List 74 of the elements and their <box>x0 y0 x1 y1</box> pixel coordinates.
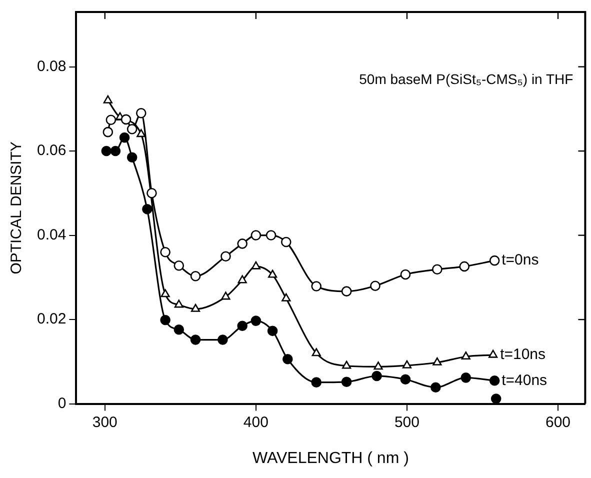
point <box>490 394 502 404</box>
point <box>110 146 121 156</box>
point <box>136 129 146 138</box>
x-tick-label: 500 <box>394 414 420 431</box>
series-label: t=0ns <box>502 252 539 269</box>
y-tick-label: 0.08 <box>36 58 66 75</box>
point <box>160 289 170 298</box>
point <box>146 188 157 198</box>
point <box>103 95 112 104</box>
point <box>489 255 500 266</box>
point <box>160 314 170 326</box>
point <box>237 320 248 332</box>
point <box>126 152 138 162</box>
point <box>237 238 248 249</box>
point <box>312 348 321 356</box>
point <box>218 334 228 345</box>
y-tick-label: 0.02 <box>36 310 66 328</box>
point <box>400 374 411 385</box>
point <box>341 286 352 296</box>
point <box>372 370 382 382</box>
point <box>220 251 231 262</box>
point <box>341 376 352 388</box>
point <box>251 261 260 270</box>
point <box>174 260 184 271</box>
x-tick-label: 400 <box>243 414 268 431</box>
y-tick-label: 0.04 <box>36 226 66 244</box>
point <box>430 382 441 393</box>
point <box>432 357 442 366</box>
point <box>142 204 152 214</box>
point <box>342 360 352 369</box>
point <box>432 264 442 275</box>
annotation: 50m baseM P(SiSt₅-CMS₅) in THF <box>359 70 574 87</box>
point <box>221 292 230 300</box>
series-label: t=40ns <box>502 372 548 389</box>
point <box>282 293 291 302</box>
point <box>174 324 184 335</box>
point <box>250 316 262 326</box>
point <box>460 372 472 383</box>
point <box>488 350 498 358</box>
point <box>266 230 276 240</box>
point <box>106 114 116 125</box>
point <box>136 108 146 118</box>
series-label: t=10ns <box>500 346 546 364</box>
point <box>238 275 247 284</box>
x-tick-label: 300 <box>92 414 118 431</box>
point <box>190 271 201 282</box>
point <box>489 375 500 386</box>
point <box>400 269 411 280</box>
point <box>126 124 138 134</box>
point <box>160 246 170 258</box>
point <box>370 280 380 291</box>
y-axis-title: OPTICAL DENSITY <box>8 141 26 274</box>
point <box>374 362 383 370</box>
point <box>280 236 292 248</box>
point <box>311 377 322 388</box>
point <box>267 326 278 336</box>
point <box>459 261 470 272</box>
point <box>268 270 278 278</box>
point <box>120 114 132 125</box>
point <box>282 354 293 364</box>
point <box>101 146 112 156</box>
y-tick-label: 0.06 <box>36 142 66 160</box>
y-tick-label: 0 <box>58 394 66 412</box>
point <box>102 126 114 138</box>
point <box>190 304 200 312</box>
point <box>402 360 412 368</box>
x-tick-label: 600 <box>545 414 571 431</box>
point <box>190 334 201 345</box>
point <box>250 230 262 240</box>
x-axis-title: WAVELENGTH ( nm ) <box>252 450 409 467</box>
point <box>119 132 130 143</box>
point <box>311 281 322 292</box>
point <box>461 351 470 360</box>
point <box>174 300 184 308</box>
